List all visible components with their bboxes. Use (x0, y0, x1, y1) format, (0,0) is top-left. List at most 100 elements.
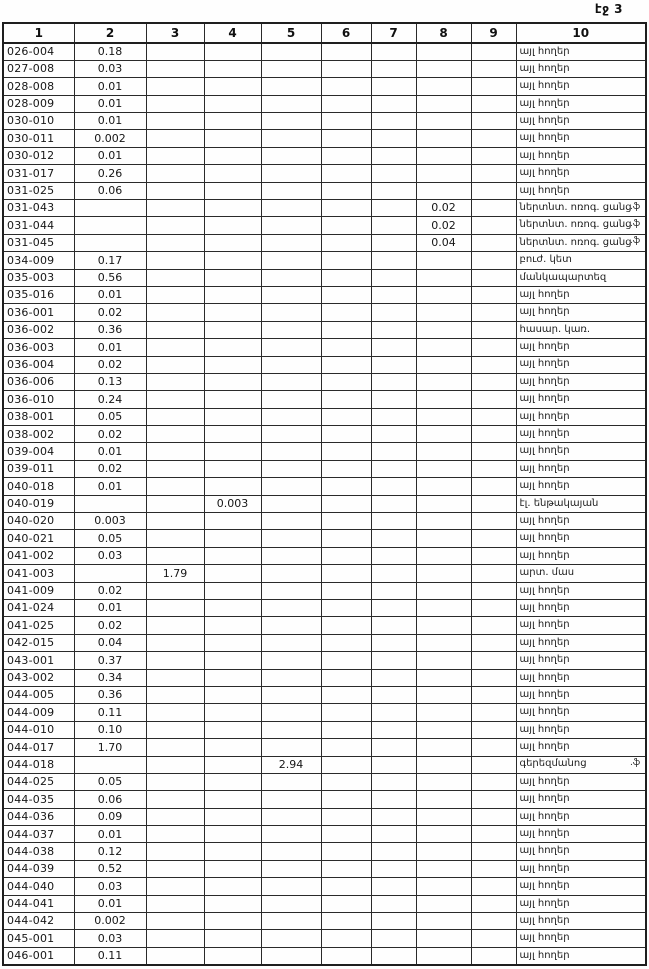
value-cell: 0.56 (73, 268, 147, 287)
value-cell (470, 251, 517, 270)
value-cell (470, 372, 517, 392)
value-cell: 0.37 (73, 651, 147, 670)
value-cell: 0.01 (73, 285, 147, 305)
value-cell (203, 251, 262, 270)
value-cell (370, 894, 417, 914)
value-cell (145, 59, 205, 79)
value-cell (260, 668, 322, 687)
value-cell (203, 529, 262, 548)
value-cell (203, 112, 262, 131)
value-cell (370, 164, 417, 183)
value-cell (415, 790, 472, 809)
value-cell (145, 720, 205, 740)
value-cell: 0.002 (73, 912, 147, 931)
table-row: 041-024 0.01 այլ հողեր (2, 598, 647, 618)
value-cell (145, 546, 205, 566)
land-type-cell: ներտնտ. ոռոգ. ցանց (515, 216, 647, 235)
land-type-cell: այլ հողեր (515, 720, 647, 740)
parcel-code-cell: 028-009 (2, 94, 75, 114)
value-cell (203, 755, 262, 774)
parcel-code-cell: 035-016 (2, 285, 75, 305)
value-cell (260, 685, 322, 705)
value-cell (415, 877, 472, 896)
value-cell (320, 94, 372, 114)
value-cell (370, 720, 417, 740)
value-cell (145, 738, 205, 757)
value-cell (370, 790, 417, 809)
land-type-cell: այլ հողեր (515, 112, 647, 131)
value-cell (260, 859, 322, 879)
value-cell (370, 303, 417, 322)
value-cell: 0.04 (73, 633, 147, 653)
value-cell (470, 442, 517, 461)
value-cell (145, 651, 205, 670)
parcel-code-cell: 041-003 (2, 564, 75, 583)
value-cell (415, 668, 472, 687)
value-cell (470, 216, 517, 235)
value-cell (370, 42, 417, 61)
value-cell: 0.18 (73, 42, 147, 61)
value-cell: 0.003 (73, 512, 147, 531)
parcel-code-cell: 039-004 (2, 442, 75, 461)
land-type-cell: այլ հողեր (515, 407, 647, 427)
land-type-cell: այլ հողեր (515, 651, 647, 670)
land-type-cell: այլ հողեր (515, 77, 647, 96)
value-cell (145, 529, 205, 548)
value-cell (320, 894, 372, 914)
value-cell (320, 859, 372, 879)
parcel-code-cell: 044-018 (2, 755, 75, 774)
value-cell (260, 459, 322, 479)
value-cell (260, 616, 322, 635)
value-cell (415, 842, 472, 861)
value-cell (260, 268, 322, 287)
value-cell (320, 216, 372, 235)
value-cell (203, 390, 262, 409)
table-row: 030-012 0.01 այլ հողեր (2, 146, 647, 166)
table-row: 036-003 0.01 այլ հողեր (2, 338, 647, 357)
table-row: 034-009 0.17 բուժ. կետ (2, 251, 647, 270)
value-cell (203, 720, 262, 740)
value-cell (260, 425, 322, 444)
parcel-code-cell: 044-005 (2, 685, 75, 705)
value-cell (145, 146, 205, 166)
value-cell (415, 807, 472, 827)
value-cell (470, 738, 517, 757)
value-cell (415, 459, 472, 479)
table-row: 044-005 0.36 այլ հողեր (2, 685, 647, 705)
value-cell (145, 946, 205, 966)
value-cell (320, 425, 372, 444)
value-cell (470, 755, 517, 774)
value-cell (320, 929, 372, 948)
value-cell (203, 512, 262, 531)
parcel-code-cell: 035-003 (2, 268, 75, 287)
parcel-code-cell: 031-043 (2, 199, 75, 218)
value-cell (260, 825, 322, 844)
value-cell: 0.02 (73, 303, 147, 322)
table-row: 036-002 0.36 հասար. կառ. (2, 320, 647, 340)
value-cell (370, 842, 417, 861)
value-cell (415, 720, 472, 740)
value-cell (370, 946, 417, 966)
value-cell (415, 42, 472, 61)
value-cell (145, 581, 205, 601)
value-cell (260, 407, 322, 427)
table-row: 041-009 0.02 այլ հողեր (2, 581, 647, 601)
value-cell: 0.04 (415, 233, 472, 253)
value-cell (145, 94, 205, 114)
value-cell: 0.03 (73, 877, 147, 896)
value-cell (470, 616, 517, 635)
value-cell: 0.01 (73, 442, 147, 461)
value-cell (260, 146, 322, 166)
value-cell (145, 633, 205, 653)
land-type-cell: այլ հողեր (515, 459, 647, 479)
value-cell (470, 303, 517, 322)
value-cell (145, 929, 205, 948)
value-cell (320, 581, 372, 601)
value-cell (145, 894, 205, 914)
marginal-note: .ֆ (630, 758, 641, 768)
value-cell (145, 842, 205, 861)
value-cell (370, 355, 417, 374)
land-type-cell: այլ հողեր (515, 842, 647, 861)
value-cell (470, 929, 517, 948)
value-cell (203, 825, 262, 844)
